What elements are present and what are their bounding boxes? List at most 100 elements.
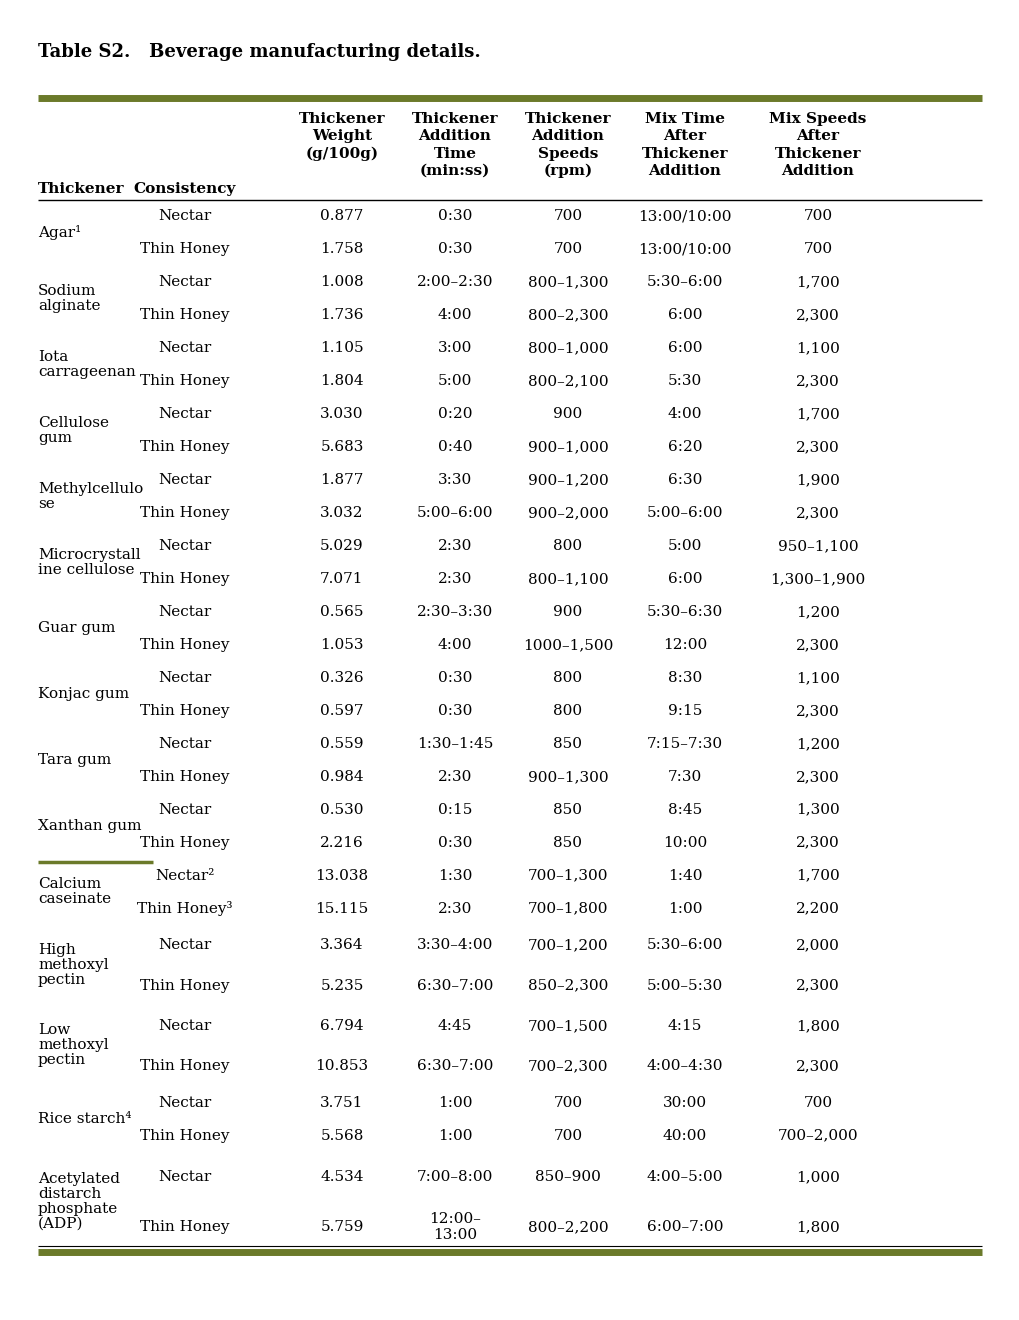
Text: distarch: distarch xyxy=(38,1187,101,1201)
Text: 700: 700 xyxy=(553,1129,582,1143)
Text: 9:15: 9:15 xyxy=(667,704,701,718)
Text: 4:00: 4:00 xyxy=(667,408,701,421)
Text: Thin Honey: Thin Honey xyxy=(141,572,229,586)
Text: 2,300: 2,300 xyxy=(796,309,839,322)
Text: 1,200: 1,200 xyxy=(795,737,839,751)
Text: Nectar: Nectar xyxy=(158,737,211,751)
Text: Thickener: Thickener xyxy=(38,182,124,195)
Text: 1.877: 1.877 xyxy=(320,473,364,487)
Text: Low: Low xyxy=(38,1023,70,1038)
Text: 2,300: 2,300 xyxy=(796,638,839,652)
Text: methoxyl: methoxyl xyxy=(38,1039,108,1052)
Text: 700–1,200: 700–1,200 xyxy=(527,939,607,952)
Text: 1:40: 1:40 xyxy=(667,869,701,883)
Text: 2:30: 2:30 xyxy=(437,770,472,784)
Text: 2:30–3:30: 2:30–3:30 xyxy=(417,605,492,619)
Text: 5:00–6:00: 5:00–6:00 xyxy=(417,506,493,520)
Text: 6:30–7:00: 6:30–7:00 xyxy=(417,1059,493,1073)
Text: Thin Honey³: Thin Honey³ xyxy=(138,902,232,916)
Text: 0:30: 0:30 xyxy=(437,671,472,685)
Text: Sodium: Sodium xyxy=(38,284,96,298)
Text: Thin Honey: Thin Honey xyxy=(141,1129,229,1143)
Text: 2,300: 2,300 xyxy=(796,978,839,993)
Text: Iota: Iota xyxy=(38,350,68,364)
Text: Nectar: Nectar xyxy=(158,671,211,685)
Text: 40:00: 40:00 xyxy=(662,1129,706,1143)
Text: Microcrystall: Microcrystall xyxy=(38,548,141,561)
Text: 1,700: 1,700 xyxy=(796,408,839,421)
Text: 700–1,500: 700–1,500 xyxy=(527,1019,607,1032)
Text: 0.326: 0.326 xyxy=(320,671,364,685)
Text: 2,300: 2,300 xyxy=(796,770,839,784)
Text: 4:00–5:00: 4:00–5:00 xyxy=(646,1170,722,1184)
Text: 2,300: 2,300 xyxy=(796,375,839,388)
Text: gum: gum xyxy=(38,430,72,445)
Text: 6.794: 6.794 xyxy=(320,1019,364,1032)
Text: 700: 700 xyxy=(803,1096,832,1110)
Text: 2,300: 2,300 xyxy=(796,704,839,718)
Text: 6:20: 6:20 xyxy=(667,440,701,454)
Text: 7:15–7:30: 7:15–7:30 xyxy=(646,737,722,751)
Text: 800–2,100: 800–2,100 xyxy=(527,375,607,388)
Text: 6:30: 6:30 xyxy=(667,473,701,487)
Text: 850–900: 850–900 xyxy=(535,1170,600,1184)
Text: Thin Honey: Thin Honey xyxy=(141,638,229,652)
Text: 5:00: 5:00 xyxy=(667,539,701,553)
Text: Nectar: Nectar xyxy=(158,210,211,223)
Text: 1:00: 1:00 xyxy=(437,1129,472,1143)
Text: 4:15: 4:15 xyxy=(667,1019,701,1032)
Text: 700–1,300: 700–1,300 xyxy=(527,869,607,883)
Text: pectin: pectin xyxy=(38,973,86,987)
Text: Nectar: Nectar xyxy=(158,803,211,817)
Text: carrageenan: carrageenan xyxy=(38,364,136,379)
Text: 800–1,000: 800–1,000 xyxy=(527,342,607,355)
Text: 5:30–6:00: 5:30–6:00 xyxy=(646,276,722,289)
Text: Thickener
Addition
Speeds
(rpm): Thickener Addition Speeds (rpm) xyxy=(524,112,610,178)
Text: Agar¹: Agar¹ xyxy=(38,226,82,240)
Text: 30:00: 30:00 xyxy=(662,1096,706,1110)
Text: caseinate: caseinate xyxy=(38,892,111,906)
Text: 5:30–6:30: 5:30–6:30 xyxy=(646,605,722,619)
Text: 5.759: 5.759 xyxy=(320,1220,364,1234)
Text: 0:30: 0:30 xyxy=(437,704,472,718)
Text: 850: 850 xyxy=(553,803,582,817)
Text: 1.008: 1.008 xyxy=(320,276,364,289)
Text: 3:30: 3:30 xyxy=(437,473,472,487)
Text: Nectar: Nectar xyxy=(158,939,211,952)
Text: 700: 700 xyxy=(803,243,832,256)
Text: 2,200: 2,200 xyxy=(795,902,839,916)
Text: 950–1,100: 950–1,100 xyxy=(776,539,857,553)
Text: 6:00: 6:00 xyxy=(667,572,701,586)
Text: 1,300: 1,300 xyxy=(796,803,839,817)
Text: Rice starch⁴: Rice starch⁴ xyxy=(38,1111,131,1126)
Text: Nectar: Nectar xyxy=(158,1019,211,1032)
Text: 700–1,800: 700–1,800 xyxy=(527,902,607,916)
Text: 1,900: 1,900 xyxy=(795,473,839,487)
Text: High: High xyxy=(38,942,75,957)
Text: 13.038: 13.038 xyxy=(315,869,368,883)
Text: phosphate: phosphate xyxy=(38,1203,118,1216)
Text: 850: 850 xyxy=(553,836,582,850)
Text: 8:30: 8:30 xyxy=(667,671,701,685)
Text: 1.105: 1.105 xyxy=(320,342,364,355)
Text: 4:00–4:30: 4:00–4:30 xyxy=(646,1059,722,1073)
Text: 1000–1,500: 1000–1,500 xyxy=(523,638,612,652)
Text: se: se xyxy=(38,496,55,511)
Text: 5.568: 5.568 xyxy=(320,1129,364,1143)
Text: 13:00/10:00: 13:00/10:00 xyxy=(638,243,731,256)
Text: 2,300: 2,300 xyxy=(796,836,839,850)
Text: Thickener
Weight
(g/100g): Thickener Weight (g/100g) xyxy=(299,112,385,161)
Text: 0:30: 0:30 xyxy=(437,210,472,223)
Text: 6:00: 6:00 xyxy=(667,342,701,355)
Text: 700: 700 xyxy=(553,243,582,256)
Text: 0:40: 0:40 xyxy=(437,440,472,454)
Text: 3.030: 3.030 xyxy=(320,408,364,421)
Text: Xanthan gum: Xanthan gum xyxy=(38,818,142,833)
Text: Nectar: Nectar xyxy=(158,276,211,289)
Text: 700–2,300: 700–2,300 xyxy=(527,1059,607,1073)
Text: Nectar: Nectar xyxy=(158,342,211,355)
Text: ine cellulose: ine cellulose xyxy=(38,562,135,577)
Text: 7.071: 7.071 xyxy=(320,572,364,586)
Text: alginate: alginate xyxy=(38,298,101,313)
Text: 0.565: 0.565 xyxy=(320,605,364,619)
